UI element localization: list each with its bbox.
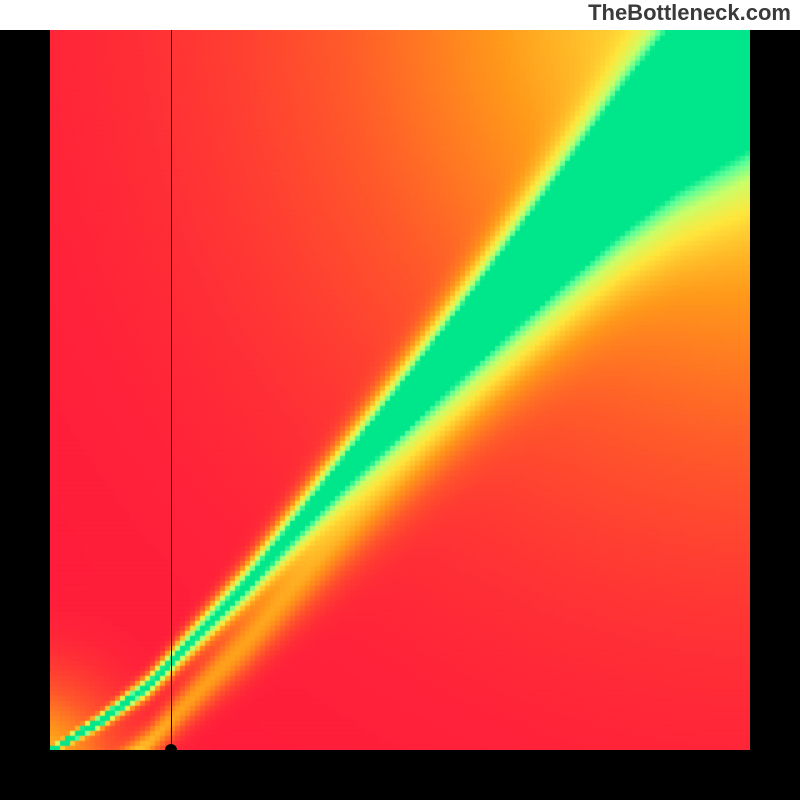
crosshair-vertical: [171, 30, 172, 750]
heatmap-plot: [50, 30, 750, 750]
plot-frame: [0, 30, 800, 800]
watermark-text: TheBottleneck.com: [588, 0, 791, 26]
heatmap-canvas: [50, 30, 750, 750]
crosshair-marker: [165, 744, 177, 756]
